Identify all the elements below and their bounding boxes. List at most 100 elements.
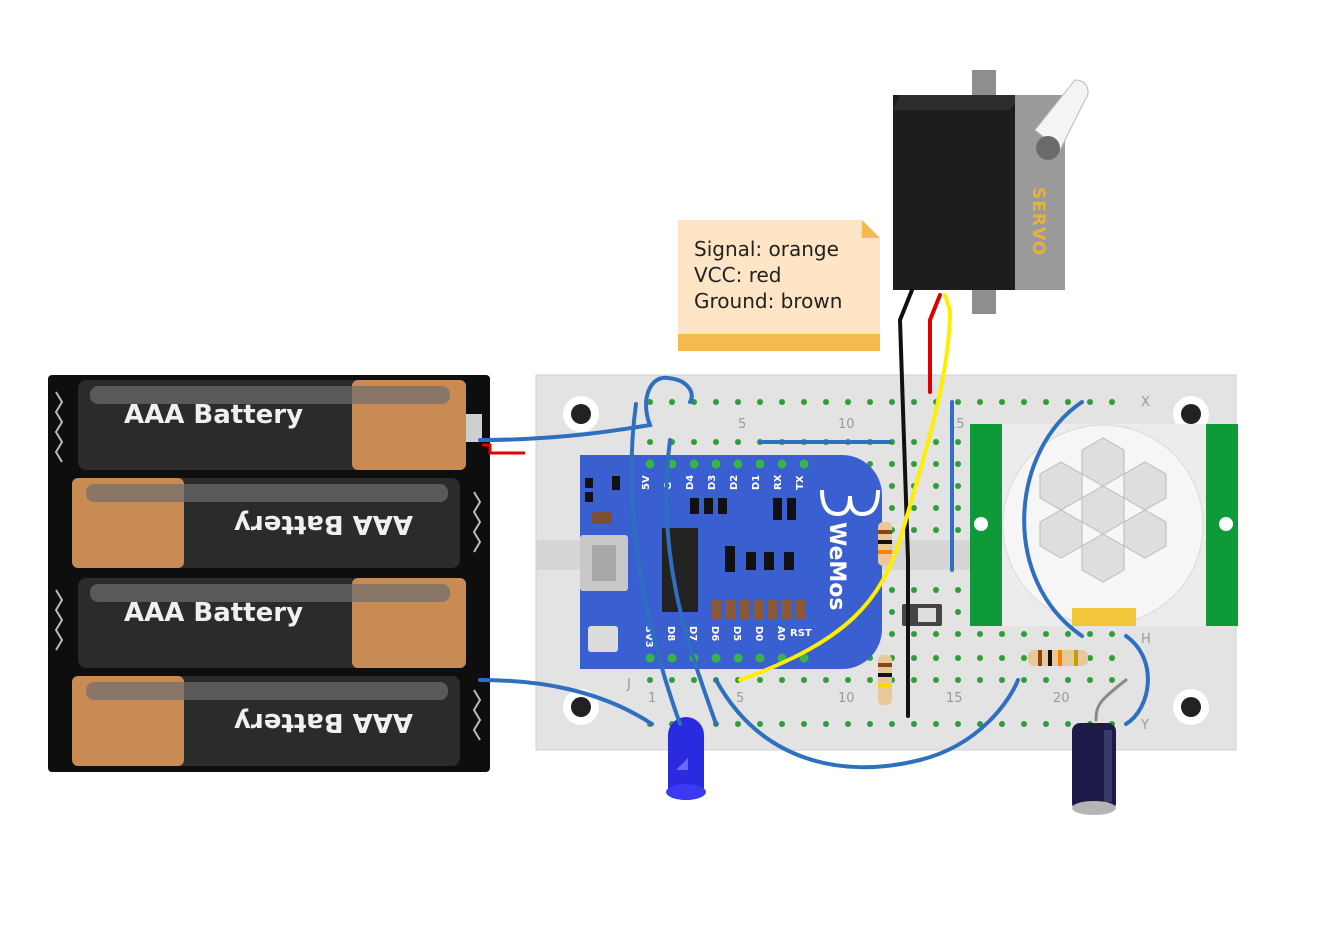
bb-hole — [933, 527, 939, 533]
reset-button — [588, 626, 618, 652]
bb-col-number: 5 — [736, 691, 744, 706]
bb-hole — [1109, 655, 1115, 661]
note-bar — [678, 334, 880, 351]
battery-cell: AAA Battery — [72, 676, 460, 766]
bb-hole — [647, 677, 653, 683]
bb-hole — [845, 677, 851, 683]
wire — [1022, 400, 1084, 638]
bb-col-number: 10 — [838, 691, 855, 706]
pir-header-pins — [1072, 608, 1136, 626]
header-pin — [733, 459, 743, 469]
battery-label: AAA Battery — [234, 509, 413, 539]
bb-hole — [955, 505, 961, 511]
pin-label: 3V3 — [643, 626, 654, 648]
battery-cell: AAA Battery — [72, 478, 460, 568]
bb-hole — [779, 721, 785, 727]
bb-hole — [933, 439, 939, 445]
bb-hole — [911, 721, 917, 727]
breadboard-mount-holes — [563, 396, 1209, 725]
bb-col-number: 15 — [946, 691, 963, 706]
bb-hole — [933, 587, 939, 593]
pin-label: D2 — [729, 475, 740, 490]
bb-hole — [757, 721, 763, 727]
bb-hole — [911, 677, 917, 683]
pin-label: D8 — [665, 626, 676, 641]
capacitor-lead — [1094, 678, 1128, 722]
wire — [478, 375, 694, 442]
pir-lens — [1039, 437, 1167, 583]
bb-hole — [823, 399, 829, 405]
bb-hole — [889, 587, 895, 593]
bb-hole — [977, 721, 983, 727]
bb-hole — [779, 399, 785, 405]
bb-hole — [889, 399, 895, 405]
bb-hole — [955, 609, 961, 615]
bb-hole — [669, 399, 675, 405]
bb-hole — [933, 631, 939, 637]
header-pin — [667, 653, 677, 663]
bb-hole — [911, 655, 917, 661]
bb-hole — [1065, 721, 1071, 727]
bb-hole — [1043, 399, 1049, 405]
bb-hole — [889, 609, 895, 615]
bb-hole — [933, 461, 939, 467]
bb-hole — [977, 631, 983, 637]
header-pin — [711, 459, 721, 469]
bb-hole — [1021, 655, 1027, 661]
bb-rail-letter: X — [1141, 395, 1150, 410]
battery-cell: AAA Battery — [78, 578, 466, 668]
servo-body — [893, 95, 1023, 290]
bb-hole — [955, 677, 961, 683]
bb-hole — [1087, 655, 1093, 661]
pir-mount-hole — [1219, 517, 1233, 531]
bb-hole — [1043, 677, 1049, 683]
bb-hole — [867, 399, 873, 405]
bb-hole — [757, 677, 763, 683]
battery-label: AAA Battery — [124, 400, 303, 430]
bb-hole — [845, 399, 851, 405]
battery-holder: AAA Battery AAA Battery AAA Battery AAA … — [48, 375, 525, 772]
header-pin — [755, 459, 765, 469]
bb-hole — [999, 631, 1005, 637]
smd-resistors — [712, 600, 805, 620]
note-line: VCC: red — [694, 263, 782, 287]
battery-cell: AAA Battery — [78, 380, 466, 470]
spring-contact — [54, 391, 64, 463]
pir-sensor — [970, 424, 1238, 626]
bb-col-number: 10 — [838, 417, 855, 432]
bb-hole — [1043, 721, 1049, 727]
bb-hole — [889, 631, 895, 637]
bb-hole — [1109, 631, 1115, 637]
header-pin — [799, 459, 809, 469]
bb-hole — [713, 399, 719, 405]
note-fold — [862, 220, 880, 238]
bb-hole — [867, 721, 873, 727]
battery-label: AAA Battery — [234, 707, 413, 737]
bb-hole — [955, 655, 961, 661]
bb-hole — [801, 721, 807, 727]
pin-label: D3 — [707, 475, 718, 490]
bb-hole — [955, 587, 961, 593]
smd-components — [585, 476, 796, 572]
battery-red-lead — [482, 443, 525, 455]
bb-hole — [1087, 677, 1093, 683]
bb-hole — [1021, 631, 1027, 637]
bb-hole — [911, 505, 917, 511]
bb-hole — [911, 461, 917, 467]
bb-hole — [977, 399, 983, 405]
bb-hole — [1021, 399, 1027, 405]
bb-hole — [1065, 399, 1071, 405]
header-pin — [711, 653, 721, 663]
bb-hole — [955, 461, 961, 467]
pir-mount-hole — [974, 517, 988, 531]
bb-hole — [1109, 677, 1115, 683]
pin-label: D7 — [687, 626, 698, 641]
bb-hole — [801, 677, 807, 683]
battery-holder-case — [48, 375, 490, 772]
servo-horn — [1034, 79, 1089, 151]
bb-hole — [889, 721, 895, 727]
bb-hole — [911, 631, 917, 637]
resistor — [878, 655, 892, 705]
bb-hole — [1109, 399, 1115, 405]
